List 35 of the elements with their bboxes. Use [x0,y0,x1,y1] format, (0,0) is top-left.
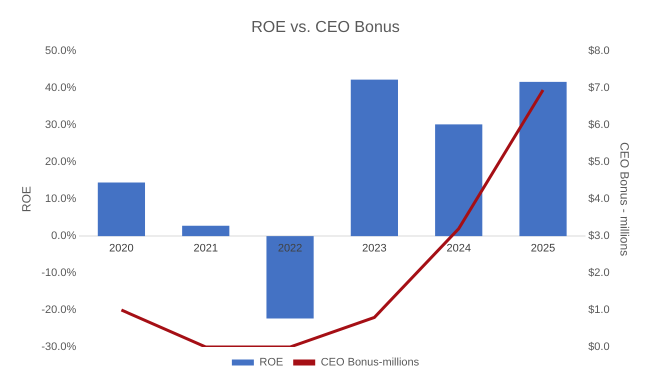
y-tick-label: 20.0% [45,156,76,168]
y-axis-title: ROE [20,186,34,212]
bar [266,236,314,319]
y2-axis-title: CEO Bonus - millions [617,142,632,256]
y2-tick-label: $4.0 [588,193,610,206]
x-tick-label: 2021 [193,242,218,255]
y-tick-label: 0.0% [51,230,76,242]
x-tick-label: 2025 [530,242,556,255]
chart-title: ROE vs. CEO Bonus [251,19,400,36]
x-tick-label: 2020 [109,242,134,255]
y-tick-label: 50.0% [45,45,76,58]
y2-tick-label: $3.0 [588,230,610,242]
y-tick-label: 40.0% [45,82,76,94]
bar [519,82,567,236]
y-tick-label: -30.0% [41,341,76,354]
y-tick-label: 30.0% [45,119,76,132]
y-tick-label: -10.0% [41,267,76,280]
bar [98,182,146,236]
x-tick-label: 2022 [278,242,302,255]
y2-tick-label: $5.0 [588,156,610,168]
y-tick-label: 10.0% [45,193,76,206]
bar [435,124,482,236]
legend-label: CEO Bonus-millions [320,356,420,369]
x-tick-label: 2023 [362,242,387,255]
y2-tick-label: $2.0 [588,267,610,280]
y-tick-label: -20.0% [41,304,76,316]
y2-tick-label: $8.0 [588,45,610,58]
y2-tick-label: $0.0 [588,341,610,354]
bar [350,80,398,236]
y2-tick-label: $7.0 [588,82,610,94]
legend-label: ROE [259,356,284,369]
y2-tick-label: $1.0 [588,304,610,316]
bar [182,226,230,236]
x-tick-label: 2024 [446,242,471,255]
y2-tick-label: $6.0 [588,119,610,132]
